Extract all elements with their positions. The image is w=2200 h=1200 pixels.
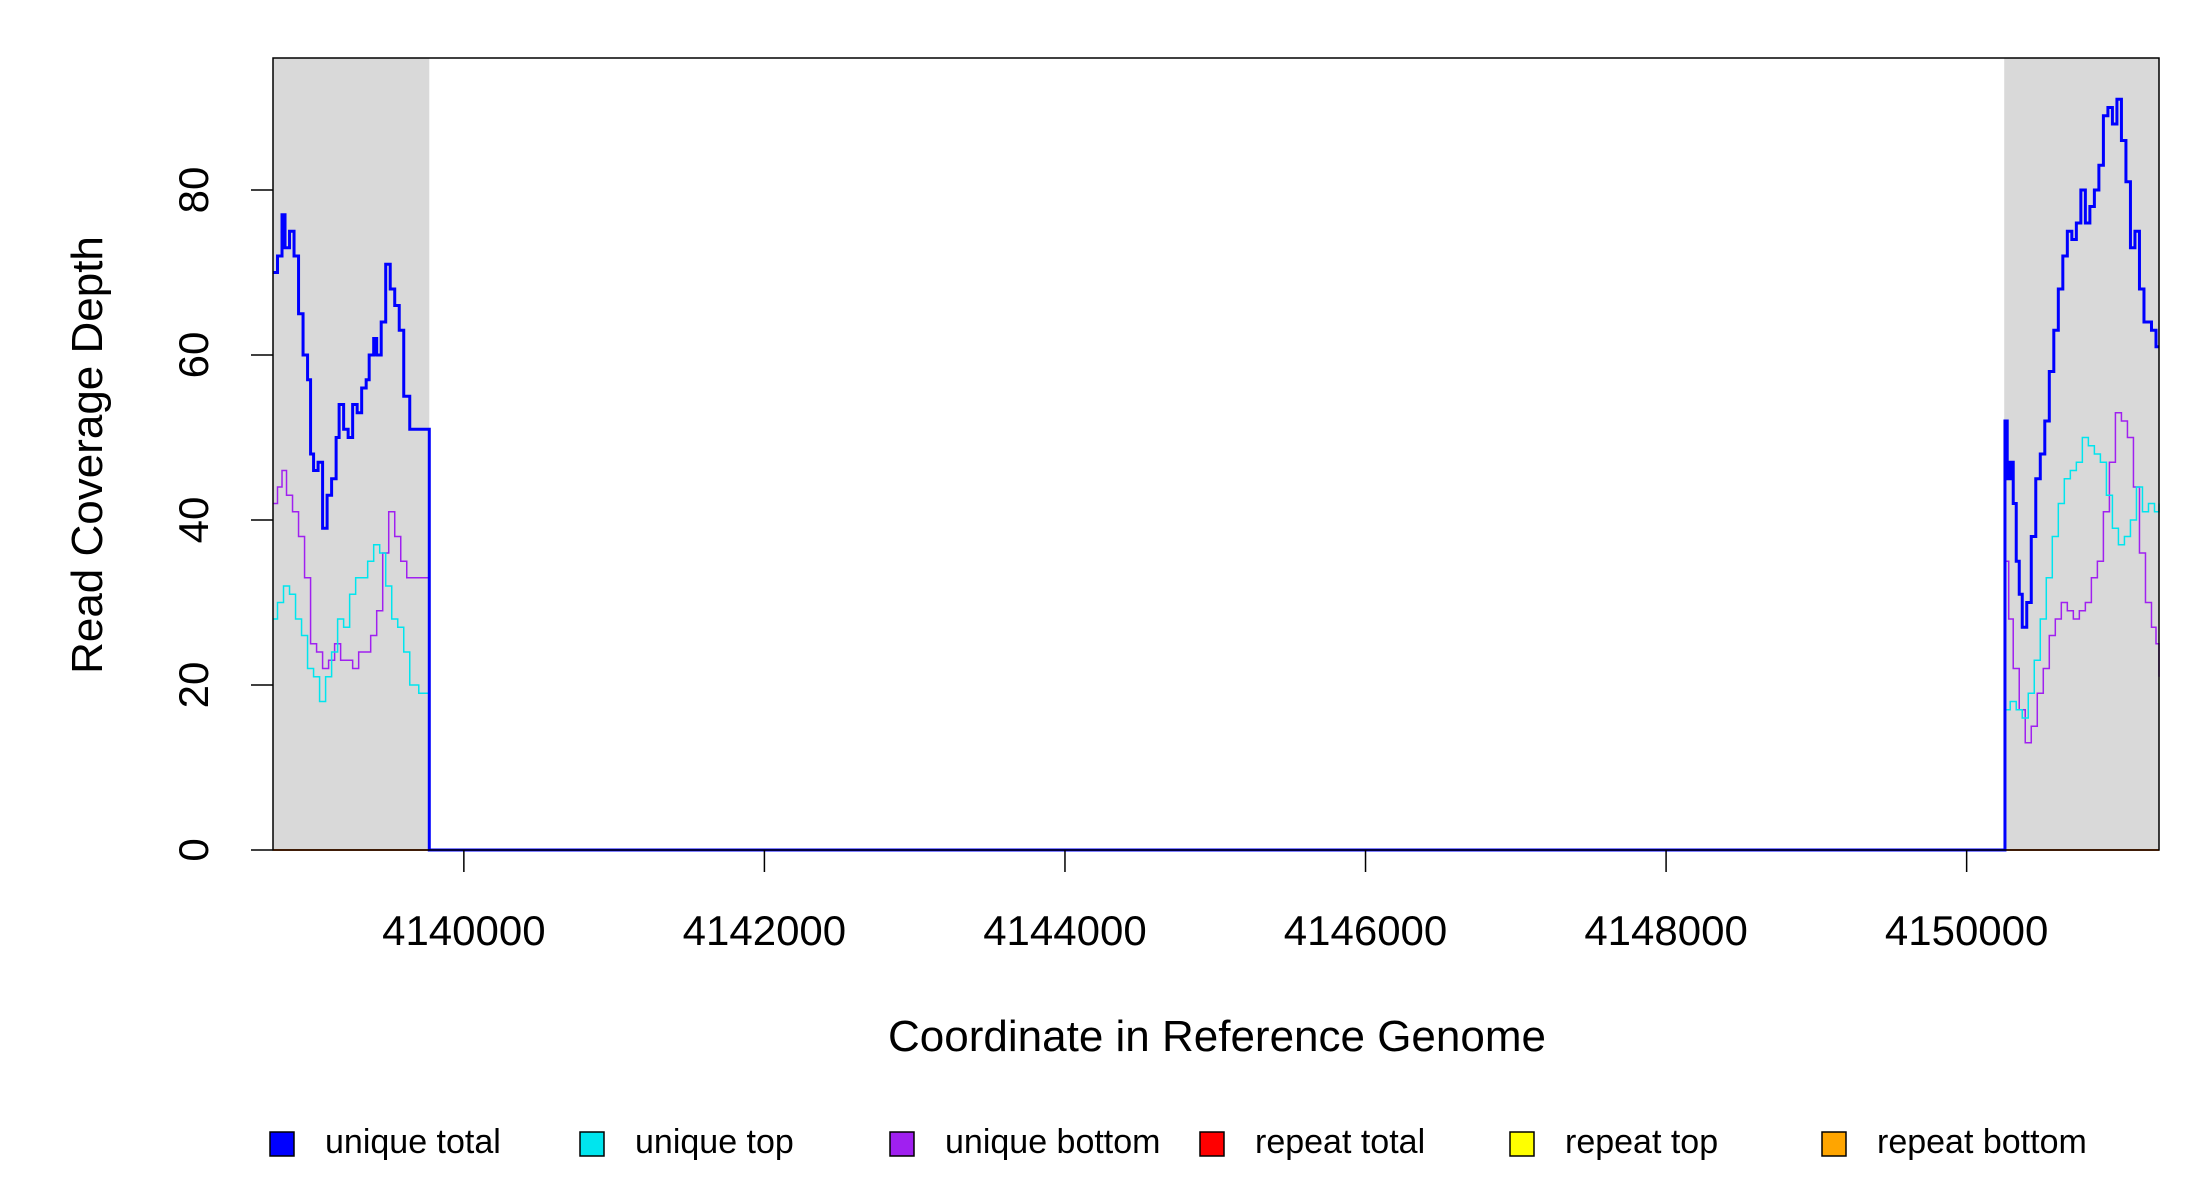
plot-area	[273, 58, 2160, 852]
legend-label: unique bottom	[945, 1123, 1161, 1161]
legend-swatch	[1509, 1131, 1535, 1157]
legend-label: repeat total	[1255, 1123, 1425, 1161]
y-tick-label: 60	[170, 332, 217, 379]
x-tick-label: 4148000	[1584, 907, 1748, 954]
y-tick-label: 40	[170, 497, 217, 544]
shaded-region-2	[2004, 58, 2159, 850]
legend-item-unique-total: unique total	[269, 1123, 501, 1161]
x-tick-label: 4144000	[983, 907, 1147, 954]
legend-item-unique-top: unique top	[579, 1123, 794, 1161]
series-unique-bottom	[273, 412, 2160, 851]
y-tick-label: 20	[170, 662, 217, 709]
legend-label: unique total	[325, 1123, 501, 1161]
series-unique-top	[273, 436, 2160, 851]
legend-swatch	[269, 1131, 295, 1157]
legend-label: repeat top	[1565, 1123, 1718, 1161]
legend-item-repeat-total: repeat total	[1199, 1123, 1425, 1161]
legend-item-repeat-top: repeat top	[1509, 1123, 1718, 1161]
legend-label: unique top	[635, 1123, 794, 1161]
legend: unique total unique top unique bottom repea…	[269, 1123, 2087, 1161]
x-tick-label: 4140000	[382, 907, 546, 954]
y-tick-label: 0	[170, 838, 217, 861]
legend-item-repeat-bottom: repeat bottom	[1821, 1123, 2087, 1161]
y-tick-label: 80	[170, 167, 217, 214]
axes: 4140000 4142000 4144000 4146000 4148000 41500…	[170, 57, 2160, 954]
series-unique-total	[273, 97, 2159, 852]
x-axis-title: Coordinate in Reference Genome	[888, 1012, 1546, 1061]
legend-swatch	[1199, 1131, 1225, 1157]
legend-label: repeat bottom	[1877, 1123, 2087, 1161]
x-tick-label: 4142000	[683, 907, 847, 954]
x-tick-label: 4150000	[1885, 907, 2049, 954]
plot-border	[272, 57, 2160, 851]
legend-swatch	[579, 1131, 605, 1157]
legend-swatch	[889, 1131, 915, 1157]
shaded-region-1	[273, 58, 430, 850]
legend-item-unique-bottom: unique bottom	[889, 1123, 1161, 1161]
y-axis-title: Read Coverage Depth	[63, 236, 112, 674]
x-tick-label: 4146000	[1284, 907, 1448, 954]
legend-swatch	[1821, 1131, 1847, 1157]
